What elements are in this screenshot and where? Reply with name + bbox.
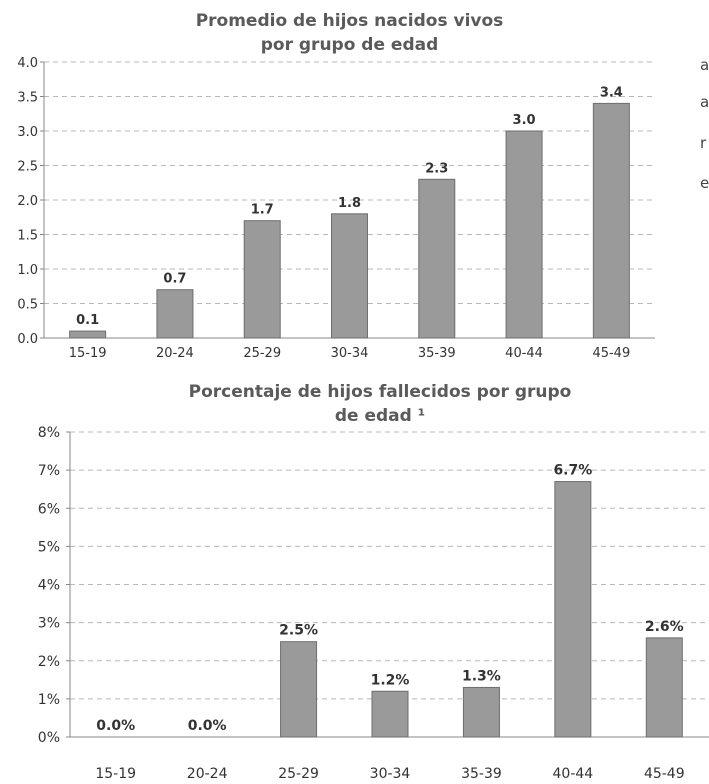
data-label: 0.7 (163, 272, 186, 287)
data-label: 1.3% (462, 668, 501, 684)
bar (462, 686, 500, 738)
chart-title: Promedio de hijos nacidos vivos (196, 11, 504, 31)
y-tick-label: 3.0 (17, 125, 38, 140)
bar (69, 330, 107, 339)
y-tick-label: 7% (38, 463, 60, 479)
bar (505, 130, 543, 339)
y-tick-label: 8% (38, 425, 60, 441)
data-label: 1.8 (338, 196, 361, 211)
x-tick-label: 35-39 (418, 346, 456, 361)
y-tick-label: 3.5 (17, 91, 38, 106)
bar (418, 178, 456, 339)
data-label: 1.2% (371, 672, 410, 688)
y-tick-label: 1% (38, 692, 60, 708)
x-tick-label: 20-24 (156, 346, 194, 361)
bar (645, 637, 683, 738)
bar (592, 102, 630, 339)
data-label: 2.3 (425, 161, 448, 176)
x-tick-label: 30-34 (370, 766, 411, 782)
y-tick-label: 2% (38, 654, 60, 670)
x-tick-label: 45-49 (592, 346, 630, 361)
x-tick-label: 40-44 (505, 346, 543, 361)
cropped-text-fragment: a (700, 56, 709, 74)
y-tick-label: 1.5 (17, 229, 38, 244)
x-tick-label: 35-39 (461, 766, 502, 782)
data-label: 2.5% (279, 623, 318, 639)
cropped-text-fragment: r (700, 134, 707, 152)
chart-title: Porcentaje de hijos fallecidos por grupo (189, 382, 572, 402)
cropped-text-fragment: a (700, 93, 709, 111)
data-label: 3.0 (513, 113, 536, 128)
bar (243, 220, 281, 339)
x-tick-label: 25-29 (243, 346, 281, 361)
y-tick-label: 3% (38, 616, 60, 632)
data-label: 0.0% (96, 718, 135, 734)
data-label: 2.6% (645, 619, 684, 635)
data-label: 6.7% (553, 463, 592, 479)
cropped-text-fragment: e (700, 174, 709, 192)
data-label: 0.1 (76, 313, 99, 328)
bar (554, 481, 592, 738)
y-tick-label: 5% (38, 539, 60, 555)
y-tick-label: 2.0 (17, 194, 38, 209)
y-tick-label: 0.0 (17, 332, 38, 347)
y-tick-label: 6% (38, 501, 60, 517)
bar (371, 690, 409, 738)
data-label: 3.4 (600, 85, 623, 100)
chart-1: Promedio de hijos nacidos vivos por grupo… (17, 11, 655, 361)
bar (331, 213, 368, 339)
chart-title: de edad ¹ (335, 406, 425, 426)
x-tick-label: 15-19 (69, 346, 107, 361)
x-tick-label: 25-29 (278, 766, 319, 782)
y-tick-label: 4% (38, 578, 60, 594)
x-tick-label: 45-49 (644, 766, 685, 782)
bar (156, 289, 194, 339)
y-tick-label: 1.0 (17, 263, 38, 278)
x-tick-label: 15-19 (95, 766, 136, 782)
bar (280, 641, 318, 738)
y-tick-label: 4.0 (17, 56, 38, 71)
data-label: 1.7 (251, 203, 274, 218)
chart-2: Porcentaje de hijos fallecidos por grupo… (38, 382, 709, 782)
x-tick-label: 20-24 (187, 766, 228, 782)
y-tick-label: 0.5 (17, 298, 38, 313)
x-tick-label: 30-34 (331, 346, 369, 361)
chart-title: por grupo de edad (261, 35, 439, 55)
y-tick-label: 2.5 (17, 160, 38, 175)
y-tick-label: 0% (38, 730, 60, 746)
data-label: 0.0% (188, 718, 227, 734)
x-tick-label: 40-44 (553, 766, 594, 782)
